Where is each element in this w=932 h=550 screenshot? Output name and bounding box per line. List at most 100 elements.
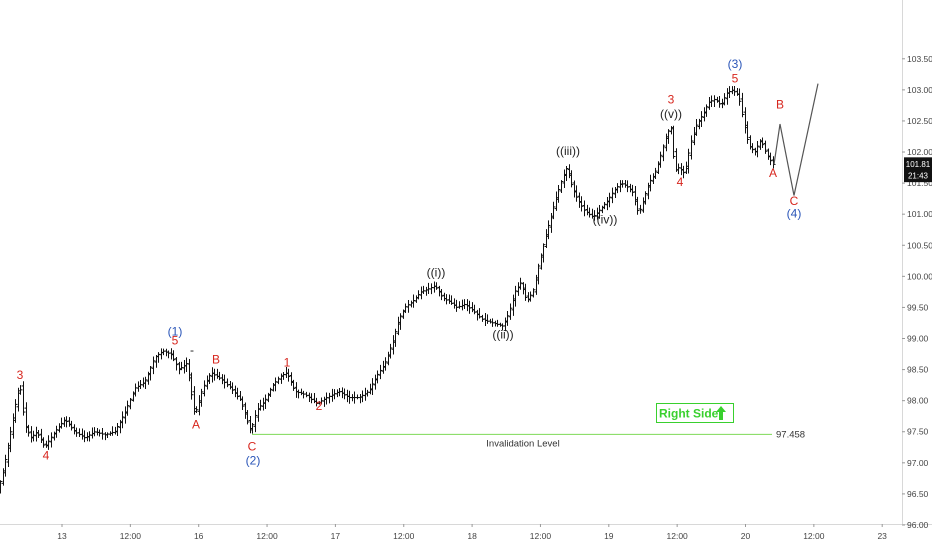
ohlc-bar bbox=[704, 104, 709, 117]
ohlc-bar bbox=[439, 288, 444, 301]
wave-label: 1 bbox=[284, 355, 291, 369]
ohlc-bar bbox=[411, 294, 416, 308]
wave-label: - bbox=[190, 343, 194, 357]
ohlc-bar bbox=[569, 170, 574, 188]
y-tick-label: 98.50 bbox=[907, 365, 929, 375]
x-tick-label: 20 bbox=[741, 531, 751, 541]
ohlc-bar bbox=[273, 377, 278, 392]
y-tick-label: 102.00 bbox=[907, 147, 932, 157]
y-tick-label: 102.50 bbox=[907, 116, 932, 126]
y-tick-label: 96.00 bbox=[907, 520, 929, 530]
ohlc-bar bbox=[536, 263, 541, 285]
ohlc-bar bbox=[148, 365, 153, 381]
ohlc-bar bbox=[245, 409, 250, 425]
ohlc-bar bbox=[174, 357, 179, 371]
wave-label: (3) bbox=[728, 57, 743, 71]
price-badge-bg bbox=[904, 169, 932, 183]
ohlc-bar bbox=[564, 166, 569, 181]
ohlc-bar bbox=[388, 343, 393, 359]
right-side-label: Right Side bbox=[659, 407, 719, 421]
ohlc-bar bbox=[686, 148, 691, 174]
ohlc-bar bbox=[722, 93, 727, 106]
wave-label: 3 bbox=[668, 93, 675, 107]
ohlc-bar bbox=[46, 435, 51, 450]
x-tick-label: 19 bbox=[604, 531, 614, 541]
ohlc-bar bbox=[286, 368, 291, 382]
ohlc-bar bbox=[653, 167, 658, 179]
price-badge-text: 21:43 bbox=[908, 172, 929, 181]
wave-label: B bbox=[776, 98, 784, 112]
ohlc-bar bbox=[263, 394, 268, 410]
price-bars bbox=[0, 86, 776, 494]
ohlc-bar bbox=[378, 364, 383, 380]
ohlc-bar bbox=[69, 420, 74, 431]
wave-label: ((i)) bbox=[427, 265, 446, 279]
wave-label: (2) bbox=[246, 454, 261, 468]
ohlc-bar bbox=[505, 310, 510, 326]
wave-label: (1) bbox=[168, 324, 183, 338]
ohlc-bar bbox=[151, 356, 156, 375]
ohlc-bar bbox=[235, 387, 240, 400]
x-tick-label: 23 bbox=[877, 531, 887, 541]
ohlc-bar bbox=[18, 385, 23, 395]
ohlc-bar bbox=[635, 196, 640, 215]
y-axis-panel bbox=[902, 0, 932, 550]
ohlc-bar bbox=[49, 432, 54, 448]
wave-label: (4) bbox=[787, 206, 802, 220]
ohlc-bar bbox=[694, 118, 699, 136]
ohlc-bar bbox=[125, 400, 130, 416]
ohlc-bar bbox=[13, 399, 18, 423]
y-tick-label: 101.00 bbox=[907, 209, 932, 219]
ohlc-bar bbox=[638, 204, 643, 214]
x-tick-label: 12:00 bbox=[530, 531, 552, 541]
wave-label: 4 bbox=[677, 175, 684, 189]
ohlc-bar bbox=[737, 88, 742, 106]
ohlc-bar bbox=[268, 387, 273, 398]
ohlc-bar bbox=[189, 372, 194, 400]
y-tick-label: 99.00 bbox=[907, 334, 929, 344]
ohlc-bar bbox=[21, 381, 26, 416]
y-tick-label: 101.50 bbox=[907, 178, 932, 188]
ohlc-bar bbox=[745, 121, 750, 144]
ohlc-bar bbox=[3, 454, 8, 477]
ohlc-bar bbox=[0, 480, 3, 494]
ohlc-bar bbox=[661, 144, 666, 162]
y-tick-label: 97.50 bbox=[907, 427, 929, 437]
ohlc-bar bbox=[763, 140, 768, 154]
y-tick-label: 97.00 bbox=[907, 458, 929, 468]
ohlc-bar bbox=[556, 185, 561, 203]
x-tick-label: 12:00 bbox=[393, 531, 415, 541]
ohlc-bar bbox=[64, 416, 69, 428]
y-tick-label: 98.00 bbox=[907, 396, 929, 406]
price-badge-bg bbox=[904, 157, 932, 171]
ohlc-bar bbox=[579, 196, 584, 212]
invalidation-group: 97.458 Invalidation Level bbox=[252, 429, 805, 449]
x-tick-label: 12:00 bbox=[667, 531, 689, 541]
ohlc-bar bbox=[643, 191, 648, 205]
ohlc-bar bbox=[582, 200, 587, 217]
ohlc-bar bbox=[671, 125, 676, 159]
ohlc-bar bbox=[531, 288, 536, 298]
ohlc-bar bbox=[666, 129, 671, 144]
wave-label: 5 bbox=[172, 334, 179, 348]
y-tick-label: 96.50 bbox=[907, 489, 929, 499]
ohlc-bar bbox=[602, 202, 607, 210]
ohlc-bar bbox=[740, 92, 745, 118]
ohlc-bar bbox=[523, 283, 528, 301]
price-badge-text: 101.81 bbox=[906, 160, 931, 169]
y-tick-label: 100.00 bbox=[907, 271, 932, 281]
ohlc-bar bbox=[171, 350, 176, 362]
ohlc-bar bbox=[8, 426, 13, 453]
wave-label: 5 bbox=[732, 71, 739, 85]
ohlc-bar bbox=[551, 201, 556, 220]
ohlc-bar bbox=[240, 396, 245, 411]
y-tick-label: 100.50 bbox=[907, 240, 932, 250]
ohlc-bar bbox=[276, 376, 281, 385]
up-arrow-icon bbox=[716, 406, 726, 420]
wave-label: 2 bbox=[316, 399, 323, 413]
x-tick-label: 18 bbox=[467, 531, 477, 541]
ohlc-bar bbox=[689, 135, 694, 160]
ohlc-bar bbox=[230, 382, 235, 394]
